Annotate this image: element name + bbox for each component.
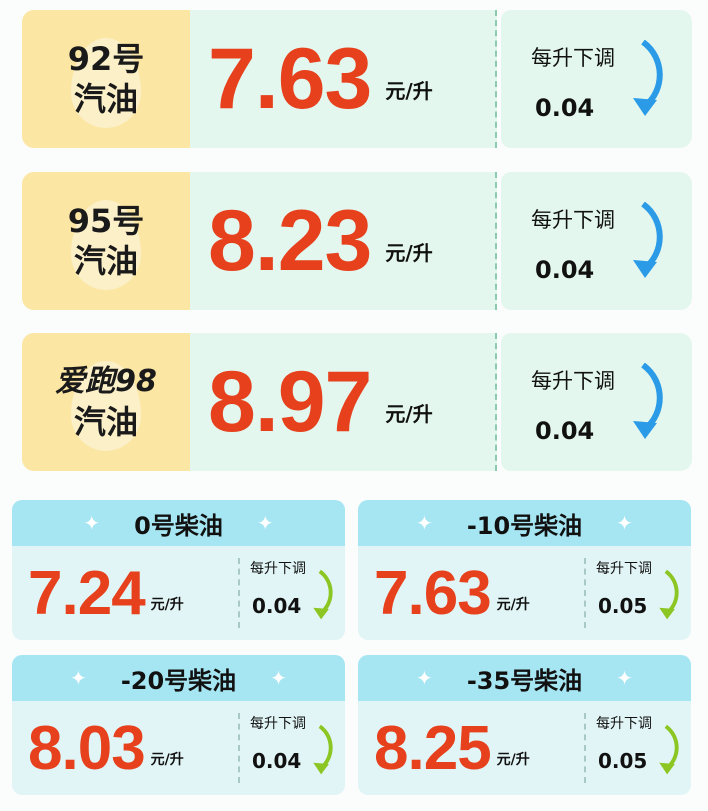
price-unit: 元/升 [496, 597, 530, 613]
diesel-header: ✦ 0号柴油 ✦ [12, 500, 345, 546]
price-unit: 元/升 [385, 78, 433, 103]
diesel-body: 8.25 元/升 每升下调 0.05 [358, 701, 691, 795]
oil-drop-icon [71, 361, 141, 451]
oil-drop-icon [71, 200, 141, 290]
diesel-body: 8.03 元/升 每升下调 0.04 [12, 701, 345, 795]
price-value: 7.63 [208, 30, 372, 127]
price-section: 8.97 元/升 [190, 333, 497, 471]
price-value: 7.24 [28, 558, 146, 628]
adjustment-value: 0.04 [535, 94, 595, 122]
curved-down-arrow-icon [312, 568, 338, 628]
price-unit: 元/升 [385, 240, 433, 265]
gasoline-card: 92号 汽油 7.63 元/升 每升下调 0.04 [22, 10, 692, 148]
price-section: 8.23 元/升 [190, 172, 497, 310]
diesel-card: ✦ 0号柴油 ✦ 7.24 元/升 每升下调 0.04 [12, 500, 345, 640]
divider [584, 558, 586, 628]
price-value: 8.25 [374, 713, 492, 783]
fuel-label: 92号 汽油 [22, 10, 190, 148]
sparkle-icon: ✦ [616, 666, 633, 690]
curved-down-arrow-icon [658, 568, 684, 628]
diesel-header: ✦ -35号柴油 ✦ [358, 655, 691, 701]
diesel-card: ✦ -20号柴油 ✦ 8.03 元/升 每升下调 0.04 [12, 655, 345, 795]
adjustment-label: 每升下调 [531, 369, 615, 393]
adjustment-value: 0.04 [535, 417, 595, 445]
sparkle-icon: ✦ [416, 666, 433, 690]
diesel-header: ✦ -10号柴油 ✦ [358, 500, 691, 546]
gasoline-card: 95号 汽油 8.23 元/升 每升下调 0.04 [22, 172, 692, 310]
diesel-name: -35号柴油 [466, 666, 583, 695]
price-value: 7.63 [374, 558, 492, 628]
price-unit: 元/升 [150, 752, 184, 768]
fuel-type: 汽油 [73, 403, 138, 441]
sparkle-icon: ✦ [256, 511, 274, 535]
adjustment-value: 0.04 [252, 749, 302, 773]
adjustment-value: 0.05 [598, 749, 648, 773]
diesel-name: 0号柴油 [134, 511, 223, 540]
diesel-card: ✦ -35号柴油 ✦ 8.25 元/升 每升下调 0.05 [358, 655, 691, 795]
adjustment-label: 每升下调 [531, 208, 615, 232]
adjustment-value: 0.05 [598, 594, 648, 618]
adjustment-label: 每升下调 [596, 716, 652, 732]
adjustment-label: 每升下调 [531, 46, 615, 70]
adjustment-label: 每升下调 [250, 716, 306, 732]
curved-down-arrow-icon [631, 39, 671, 124]
gasoline-card: 爱跑98 汽油 8.97 元/升 每升下调 0.04 [22, 333, 692, 471]
fuel-label: 95号 汽油 [22, 172, 190, 310]
fuel-label: 爱跑98 汽油 [22, 333, 190, 471]
curved-down-arrow-icon [631, 362, 671, 447]
diesel-name: -10号柴油 [466, 511, 583, 540]
curved-down-arrow-icon [631, 201, 671, 286]
price-unit: 元/升 [496, 752, 530, 768]
adjustment-section: 每升下调 0.04 [501, 333, 692, 471]
price-section: 7.63 元/升 [190, 10, 497, 148]
curved-down-arrow-icon [658, 723, 684, 783]
adjustment-label: 每升下调 [596, 561, 652, 577]
price-value: 8.03 [28, 713, 146, 783]
fuel-type: 汽油 [73, 242, 138, 280]
sparkle-icon: ✦ [416, 511, 433, 535]
sparkle-icon: ✦ [70, 666, 87, 690]
fuel-grade: 95号 [67, 202, 145, 240]
adjustment-section: 每升下调 0.04 [501, 10, 692, 148]
diesel-header: ✦ -20号柴油 ✦ [12, 655, 345, 701]
fuel-grade: 92号 [67, 40, 145, 78]
price-value: 8.23 [208, 192, 372, 289]
diesel-card: ✦ -10号柴油 ✦ 7.63 元/升 每升下调 0.05 [358, 500, 691, 640]
fuel-type: 汽油 [73, 80, 138, 118]
price-value: 8.97 [208, 353, 372, 450]
diesel-body: 7.24 元/升 每升下调 0.04 [12, 546, 345, 640]
adjustment-value: 0.04 [252, 594, 302, 618]
price-unit: 元/升 [150, 597, 184, 613]
adjustment-value: 0.04 [535, 256, 595, 284]
price-unit: 元/升 [385, 401, 433, 426]
diesel-name: -20号柴油 [120, 666, 237, 695]
sparkle-icon: ✦ [270, 666, 287, 690]
divider [238, 558, 240, 628]
sparkle-icon: ✦ [616, 511, 633, 535]
adjustment-label: 每升下调 [250, 561, 306, 577]
diesel-body: 7.63 元/升 每升下调 0.05 [358, 546, 691, 640]
divider [238, 713, 240, 783]
sparkle-icon: ✦ [83, 511, 101, 535]
adjustment-section: 每升下调 0.04 [501, 172, 692, 310]
curved-down-arrow-icon [312, 723, 338, 783]
oil-drop-icon [71, 38, 141, 128]
divider [584, 713, 586, 783]
fuel-grade: 爱跑98 [55, 364, 157, 399]
